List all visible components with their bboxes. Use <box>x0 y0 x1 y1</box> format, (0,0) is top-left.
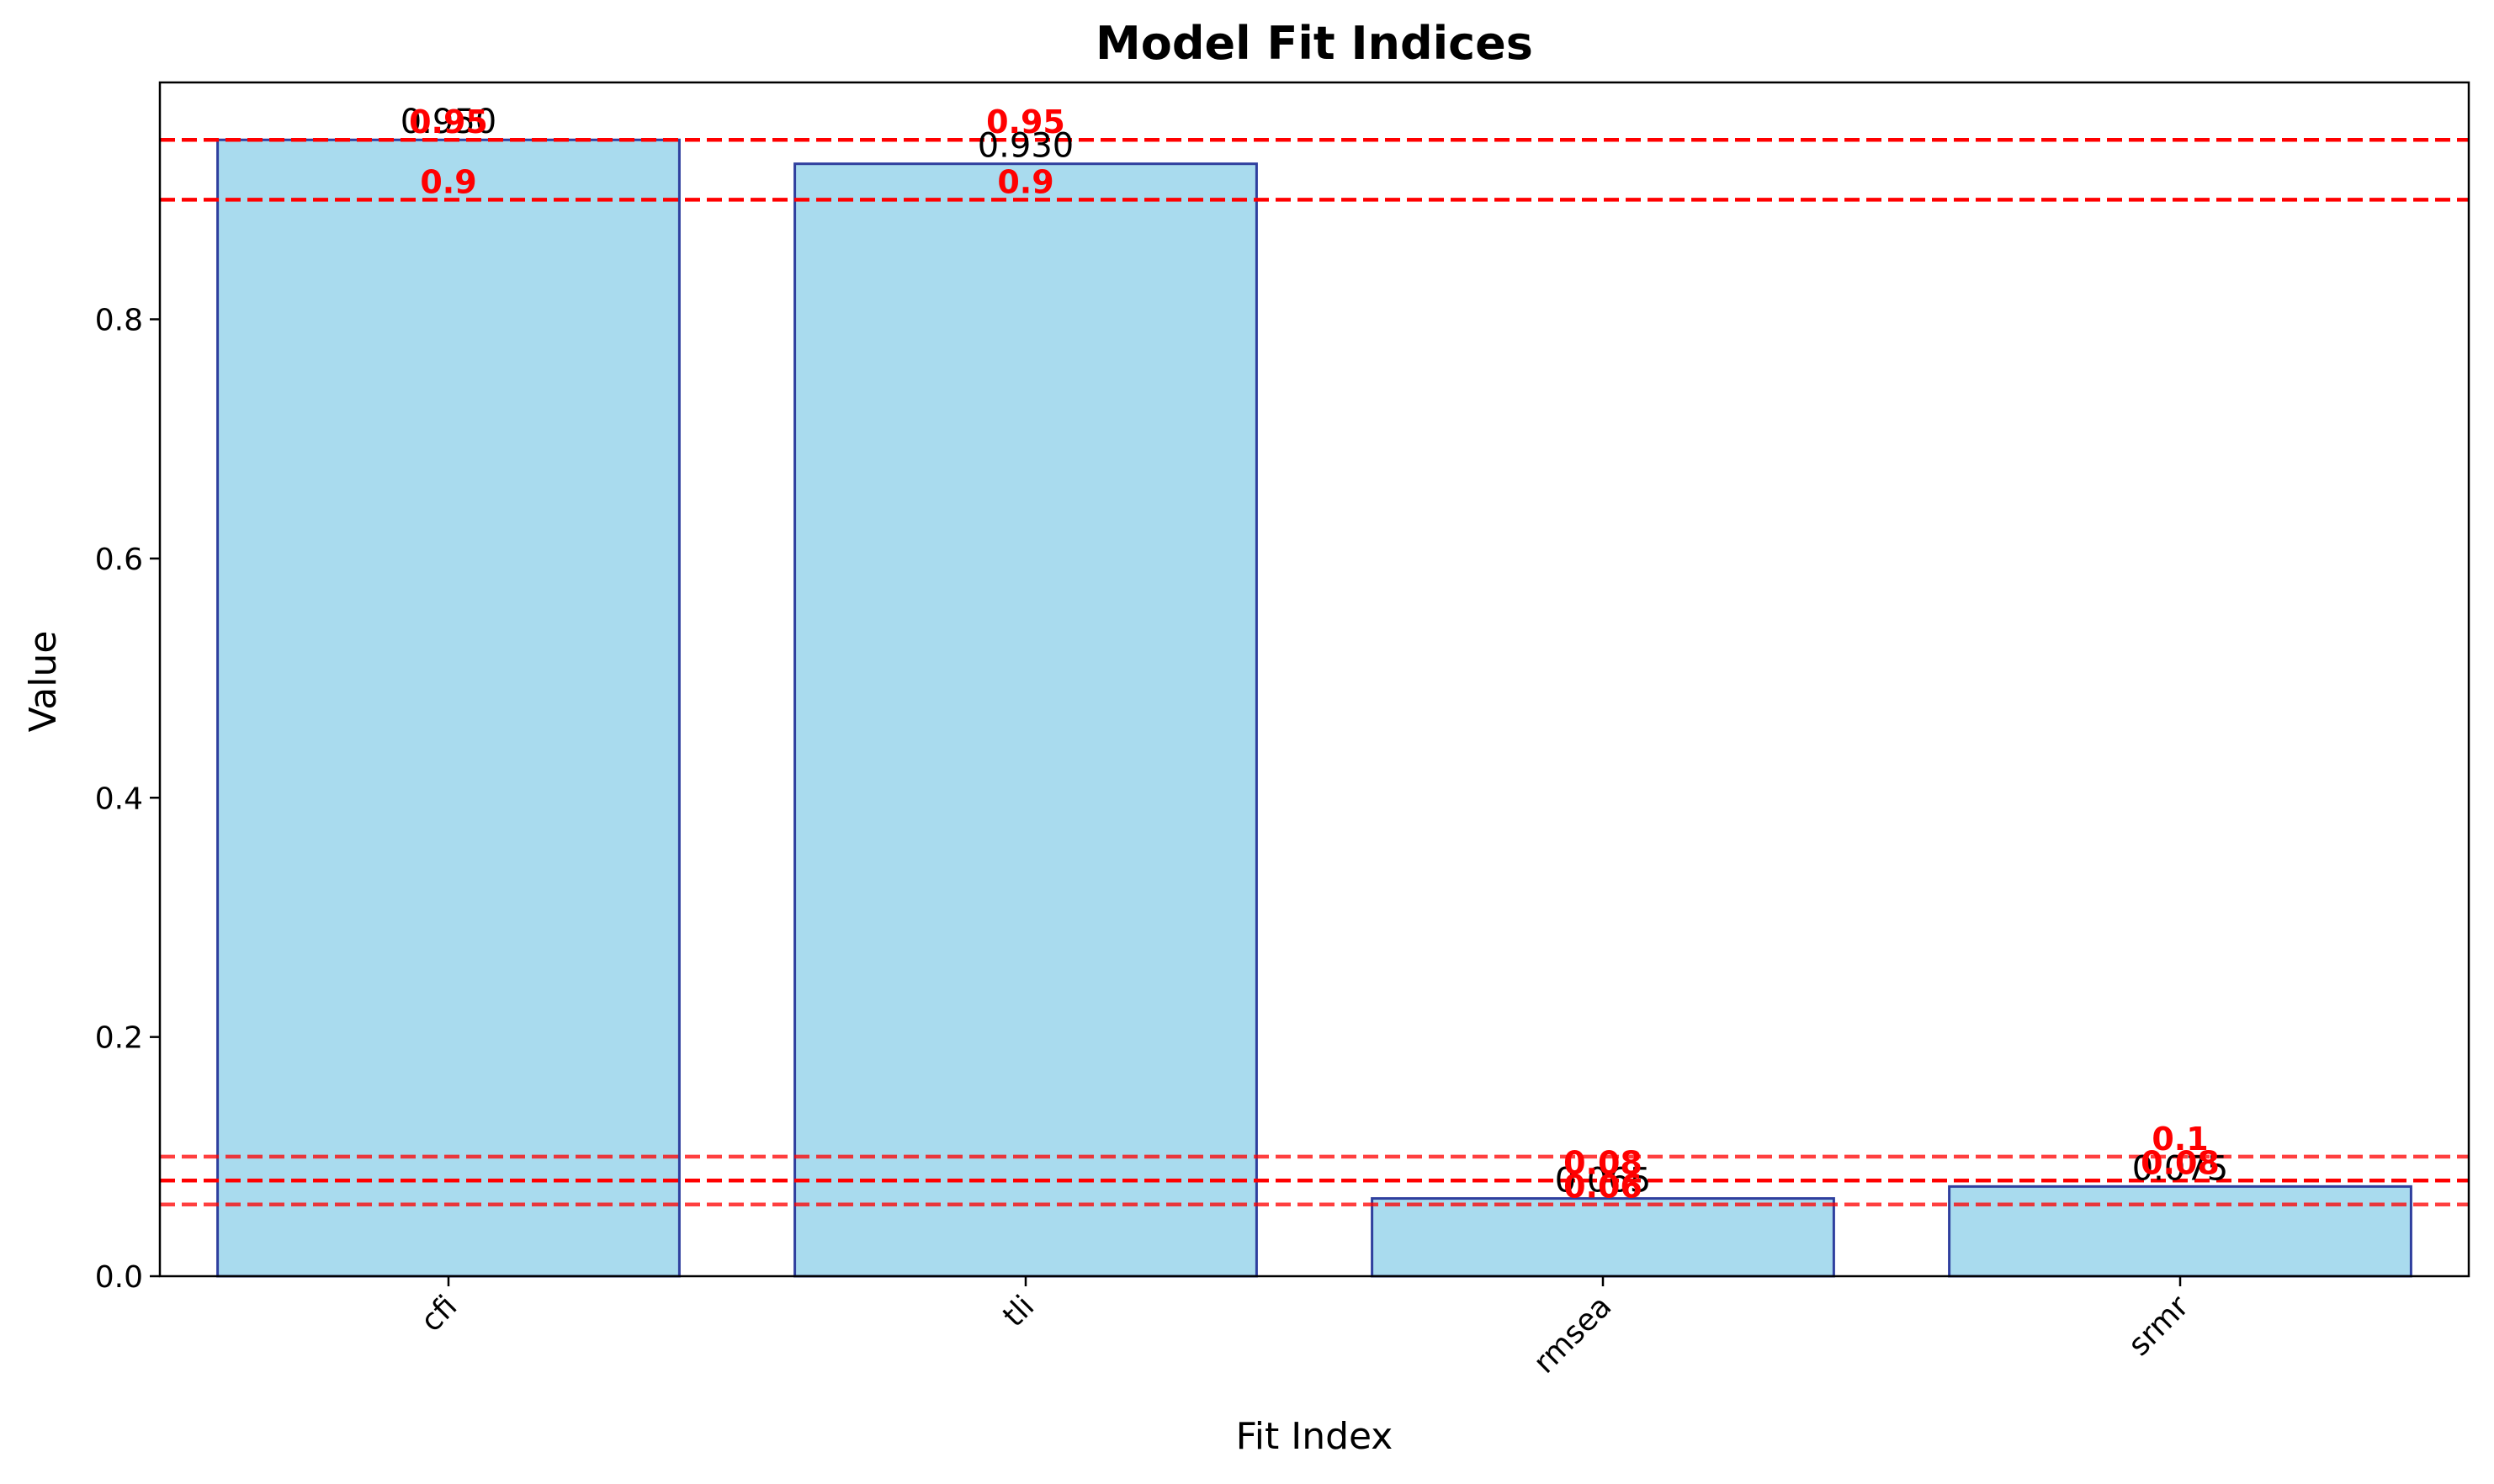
plot-frame <box>158 81 2470 1278</box>
threshold-label-0.95-tli: 0.95 <box>986 103 1065 140</box>
threshold-label-0.9-cfi: 0.9 <box>420 163 476 200</box>
bar-tli <box>793 162 1258 1278</box>
x-axis-label: Fit Index <box>1236 1415 1393 1458</box>
value-label-srmr: 0.075 <box>2132 1149 2229 1188</box>
y-axis-label: Value <box>22 631 65 733</box>
bar-cfi <box>216 138 681 1278</box>
x-tick-label-tli: tli <box>996 1289 1041 1333</box>
bar-srmr <box>1948 1185 2412 1278</box>
bar-rmsea <box>1371 1197 1835 1278</box>
threshold-label-0.08-rmsea: 0.08 <box>1563 1144 1642 1181</box>
value-label-cfi: 0.950 <box>401 103 497 141</box>
chart-title: Model Fit Indices <box>1096 17 1533 70</box>
threshold-label-0.9-tli: 0.9 <box>997 163 1053 200</box>
threshold-label-0.06-rmsea: 0.06 <box>1563 1169 1642 1206</box>
y-tick-label: 0.8 <box>95 304 143 338</box>
y-tick-label: 0.2 <box>95 1021 143 1056</box>
value-label-rmsea: 0.065 <box>1555 1162 1652 1200</box>
value-label-tli: 0.930 <box>978 127 1075 166</box>
x-tick-label-rmsea: rmsea <box>1527 1289 1618 1380</box>
y-tick-label: 0.4 <box>95 782 143 816</box>
threshold-label-0.1-srmr: 0.1 <box>2152 1121 2208 1158</box>
y-tick-label: 0.0 <box>95 1260 143 1295</box>
x-tick-label-srmr: srmr <box>2122 1289 2196 1363</box>
x-tick-label-cfi: cfi <box>414 1289 464 1338</box>
threshold-label-0.08-srmr: 0.08 <box>2141 1144 2220 1181</box>
threshold-label-0.95-cfi: 0.95 <box>409 103 488 140</box>
y-tick-label: 0.6 <box>95 543 143 577</box>
